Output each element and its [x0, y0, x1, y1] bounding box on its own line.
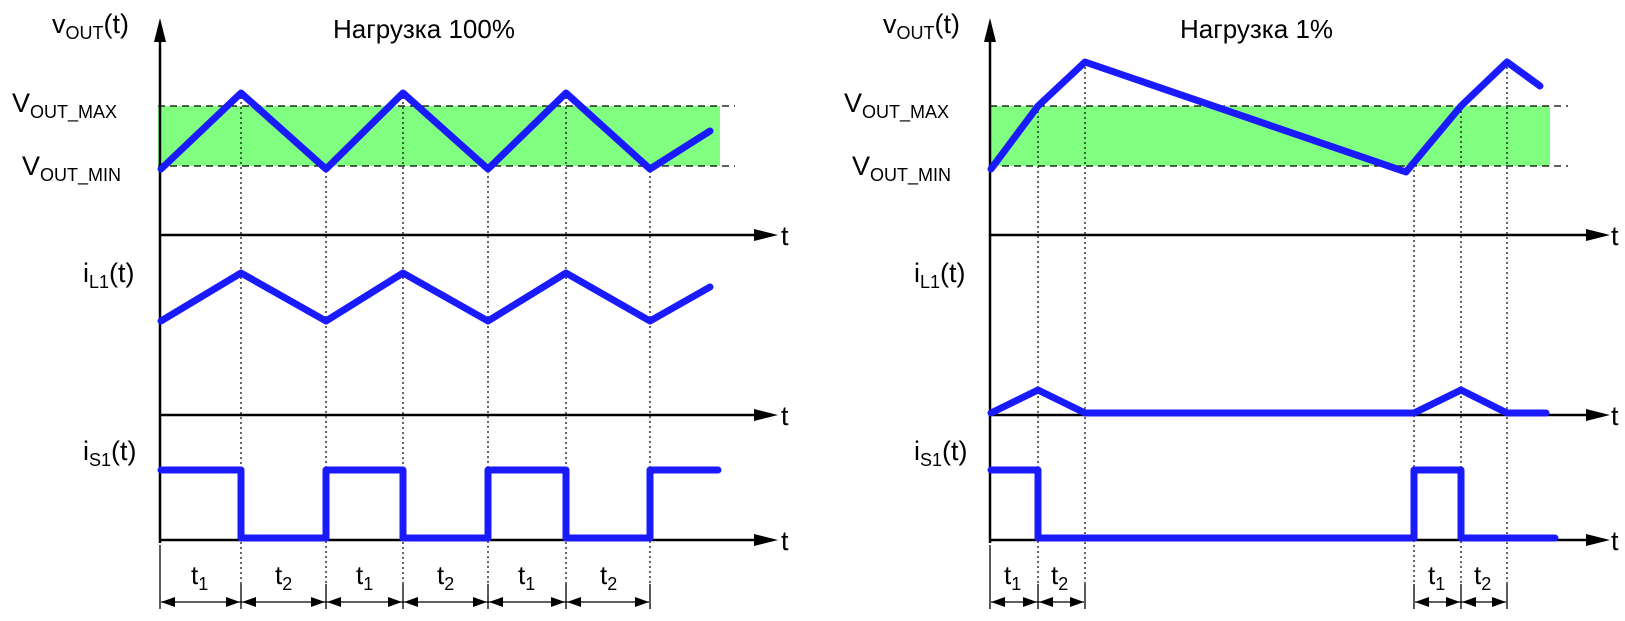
vout-label: vOUT(t)	[52, 9, 129, 43]
il-waveform	[987, 386, 1550, 417]
il-waveform	[157, 269, 714, 325]
panel-title: Нагрузка 1%	[1180, 14, 1333, 44]
panel-title: Нагрузка 100%	[333, 14, 515, 44]
interval-label-t1: t1	[356, 560, 373, 594]
interval-arrows	[989, 545, 1508, 609]
vout-max-label: VOUT_MAX	[844, 88, 949, 123]
interval-label-t2: t2	[1051, 560, 1068, 594]
is-label: iS1(t)	[914, 436, 968, 470]
vout-axis-t-label: t	[781, 221, 789, 251]
vout-min-label: VOUT_MIN	[852, 151, 951, 186]
vout-label: vOUT(t)	[883, 9, 960, 43]
interval-label-t2: t2	[600, 560, 617, 594]
il-label: iL1(t)	[83, 258, 135, 292]
y-axis-arrow	[984, 18, 996, 42]
il-axis-t-label: t	[781, 401, 789, 431]
interval-label-t2: t2	[275, 560, 292, 594]
is-waveform	[987, 466, 1559, 542]
vout-window-band	[158, 106, 720, 166]
vout-waveform	[987, 58, 1544, 176]
panel-light-load: Нагрузка 1% vOUT(t) VOUT_MAX VOUT_MIN iL…	[844, 9, 1619, 609]
vout-min-label: VOUT_MIN	[22, 151, 121, 186]
is-waveform	[157, 466, 722, 542]
vout-axis-t-label: t	[1611, 221, 1619, 251]
interval-label-t1: t1	[1004, 560, 1021, 594]
il-axis-t-label: t	[1611, 401, 1619, 431]
interval-label-t1: t1	[191, 560, 208, 594]
interval-label-t2: t2	[1474, 560, 1491, 594]
il-label: iL1(t)	[914, 258, 966, 292]
vout-max-label: VOUT_MAX	[12, 88, 117, 123]
is-axis-t-label: t	[1611, 526, 1619, 556]
interval-label-t1: t1	[518, 560, 535, 594]
is-axis-t-label: t	[781, 526, 789, 556]
panel-full-load: Нагрузка 100% vOUT(t) VOUT_MAX VOUT_MIN …	[12, 9, 789, 609]
interval-arrows	[159, 545, 651, 609]
vout-waveform	[157, 89, 714, 173]
interval-label-t1: t1	[1428, 560, 1445, 594]
interval-label-t2: t2	[437, 560, 454, 594]
vout-window-band	[990, 106, 1550, 166]
is-label: iS1(t)	[83, 436, 137, 470]
y-axis-arrow	[154, 18, 166, 42]
